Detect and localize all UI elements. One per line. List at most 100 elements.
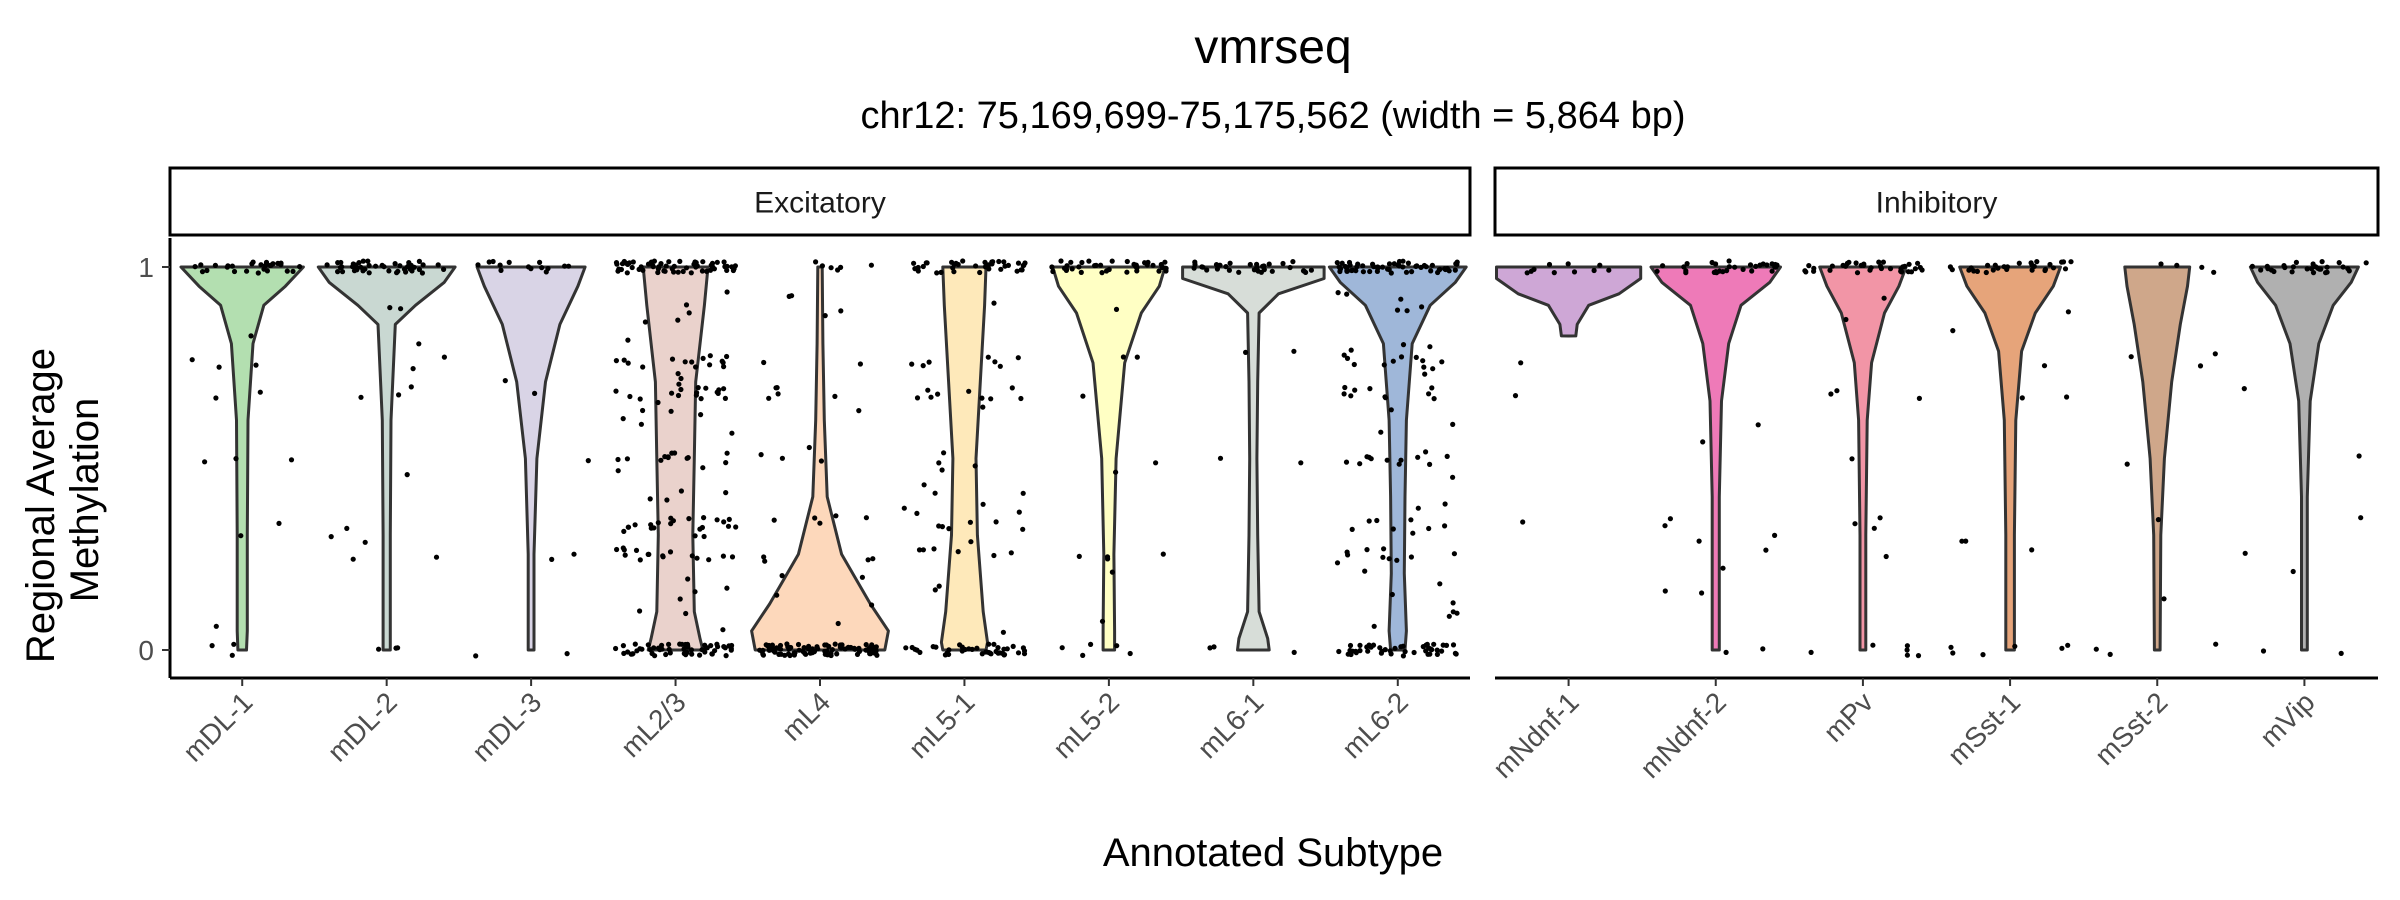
jitter-point [761, 359, 767, 366]
jitter-point [854, 651, 861, 658]
jitter-point [638, 421, 645, 427]
category-mPv: mPv [1802, 259, 1925, 748]
jitter-point [1159, 264, 1165, 271]
jitter-point [253, 362, 259, 368]
jitter-point [1134, 265, 1140, 271]
jitter-point [726, 516, 732, 523]
jitter-point [1341, 391, 1347, 397]
jitter-point [660, 553, 666, 559]
jitter-point [1413, 354, 1419, 360]
jitter-points-mPv [1802, 259, 1925, 659]
jitter-point [2271, 268, 2277, 275]
jitter-point [686, 310, 692, 316]
jitter-points-mDL-2 [324, 258, 447, 652]
jitter-point [693, 364, 699, 370]
jitter-point [980, 404, 986, 410]
jitter-point [1192, 259, 1198, 265]
jitter-point [1421, 364, 1427, 370]
jitter-point [1948, 644, 1954, 650]
jitter-point [1844, 260, 1850, 266]
jitter-point [933, 644, 939, 650]
y-axis-title-line-2: Methylation [63, 398, 107, 603]
jitter-point [1384, 457, 1390, 463]
jitter-point [1381, 362, 1387, 368]
jitter-point [2062, 266, 2069, 272]
jitter-point [955, 549, 961, 555]
jitter-point [909, 361, 915, 367]
jitter-point [1760, 646, 1766, 652]
jitter-point [502, 378, 508, 384]
jitter-point [1423, 642, 1429, 648]
jitter-point [1450, 421, 1456, 427]
jitter-point [1337, 266, 1343, 272]
jitter-point [710, 264, 716, 270]
x-tick-label: mDL-2 [322, 686, 403, 767]
jitter-point [1829, 263, 1835, 269]
jitter-point [404, 472, 410, 478]
jitter-point [1444, 453, 1450, 459]
jitter-point [1442, 501, 1448, 507]
jitter-point [1709, 259, 1715, 266]
jitter-point [350, 261, 356, 267]
jitter-point [772, 649, 778, 655]
jitter-point [621, 357, 627, 363]
jitter-point [700, 355, 706, 361]
jitter-point [585, 458, 591, 464]
jitter-point [715, 644, 721, 650]
jitter-point [216, 364, 222, 370]
jitter-point [692, 259, 698, 265]
jitter-point [1069, 266, 1075, 272]
jitter-point [1227, 260, 1233, 266]
jitter-point [1351, 361, 1357, 368]
jitter-point [662, 454, 668, 460]
jitter-point [1385, 266, 1391, 272]
jitter-point [270, 261, 276, 267]
jitter-point [728, 647, 734, 653]
jitter-point [233, 456, 239, 462]
jitter-point [779, 573, 785, 579]
jitter-point [669, 450, 675, 456]
y-tick-label: 0 [138, 635, 154, 666]
jitter-point [766, 395, 772, 401]
jitter-point [723, 490, 729, 496]
jitter-point [1450, 609, 1456, 615]
jitter-point [700, 259, 706, 265]
jitter-point [1113, 306, 1120, 312]
jitter-point [1415, 505, 1421, 511]
jitter-point [1408, 517, 1414, 523]
jitter-point [762, 558, 768, 564]
jitter-point [996, 258, 1002, 265]
jitter-point [640, 267, 646, 273]
jitter-point [1378, 429, 1384, 435]
jitter-point [1422, 371, 1428, 377]
jitter-point [1389, 591, 1395, 598]
jitter-point [1153, 460, 1159, 466]
jitter-point [229, 652, 235, 658]
jitter-point [1696, 538, 1702, 544]
jitter-point [419, 270, 425, 276]
jitter-point [1591, 267, 1597, 274]
jitter-point [1849, 456, 1855, 462]
jitter-point [1880, 259, 1886, 265]
jitter-point [1014, 268, 1020, 274]
jitter-point [681, 646, 687, 652]
jitter-point [1134, 354, 1140, 360]
jitter-point [669, 266, 675, 272]
jitter-point [1757, 262, 1763, 268]
jitter-point [787, 652, 793, 659]
jitter-point [972, 463, 978, 469]
jitter-point [774, 645, 780, 651]
jitter-point [944, 650, 950, 656]
category-mNdnf-1: mNdnf-1 [1487, 261, 1643, 784]
jitter-point [613, 645, 619, 652]
jitter-point [1427, 461, 1433, 467]
jitter-point [284, 268, 290, 274]
jitter-point [1290, 259, 1296, 265]
jitter-point [255, 270, 261, 276]
jitter-point [637, 557, 643, 563]
jitter-point [416, 341, 422, 347]
jitter-point [1551, 270, 1557, 276]
jitter-point [1371, 623, 1377, 629]
jitter-point [658, 457, 664, 463]
jitter-point [433, 554, 440, 560]
